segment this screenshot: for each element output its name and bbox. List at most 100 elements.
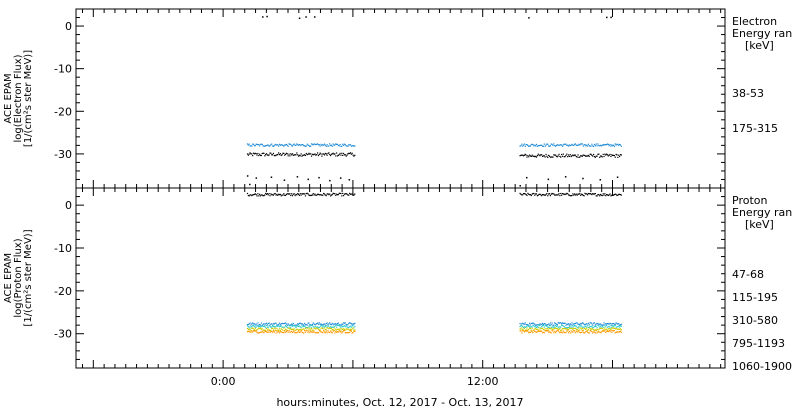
data-point <box>260 331 262 333</box>
data-point <box>247 323 249 326</box>
data-point <box>554 194 556 196</box>
data-point <box>535 326 537 328</box>
data-point <box>581 329 583 332</box>
data-point <box>572 327 574 329</box>
data-point <box>256 143 258 146</box>
data-point <box>294 332 296 334</box>
data-point <box>520 193 522 195</box>
data-point <box>564 176 567 178</box>
data-point <box>580 328 583 330</box>
data-point <box>619 328 622 330</box>
data-point <box>349 331 351 333</box>
data-point <box>534 144 536 146</box>
data-point <box>250 194 252 196</box>
data-point <box>601 324 603 326</box>
data-point <box>297 323 299 325</box>
data-point <box>619 330 622 332</box>
data-point <box>311 329 314 331</box>
data-point <box>345 323 347 326</box>
data-point <box>347 326 349 329</box>
data-point <box>327 145 329 147</box>
data-point <box>560 331 562 333</box>
data-point <box>278 330 280 332</box>
data-point <box>581 327 583 330</box>
data-point <box>537 329 539 331</box>
data-point <box>291 195 294 197</box>
data-point <box>596 323 598 325</box>
data-point <box>271 324 274 326</box>
data-point <box>334 332 336 334</box>
legend-entry: 115-195 <box>732 291 778 304</box>
data-point <box>339 324 341 326</box>
data-point <box>255 323 257 325</box>
data-point <box>297 328 299 331</box>
data-point <box>328 152 330 154</box>
data-point <box>612 330 615 332</box>
data-point <box>576 194 578 196</box>
legend-entry: 795-1193 <box>732 337 785 350</box>
data-point <box>582 177 584 180</box>
data-point <box>257 144 259 146</box>
data-point <box>337 328 339 330</box>
data-point <box>542 155 545 157</box>
data-point <box>526 156 528 158</box>
data-point <box>308 144 310 147</box>
data-point <box>583 144 585 146</box>
data-point <box>276 327 278 330</box>
data-point <box>328 145 330 147</box>
data-point <box>557 328 559 331</box>
data-point <box>332 192 334 194</box>
data-point <box>519 328 521 330</box>
data-point <box>521 323 523 325</box>
data-point <box>529 324 532 326</box>
data-point <box>331 326 333 328</box>
data-point <box>268 329 270 331</box>
data-point <box>312 322 314 324</box>
data-point <box>616 323 618 325</box>
data-point <box>287 323 289 325</box>
data-point <box>602 324 604 326</box>
data-point <box>611 324 613 326</box>
data-point <box>298 17 301 20</box>
data-point <box>589 145 591 147</box>
data-point <box>325 145 327 147</box>
data-point <box>579 323 581 325</box>
data-point <box>591 143 593 145</box>
data-point <box>337 331 339 333</box>
data-point <box>544 156 546 158</box>
data-point <box>573 154 576 156</box>
data-point <box>254 324 256 326</box>
data-point <box>587 326 590 329</box>
data-point <box>263 332 265 334</box>
data-point <box>342 192 344 195</box>
data-point <box>308 152 310 154</box>
data-point <box>544 330 546 332</box>
data-point <box>249 183 251 186</box>
data-point <box>295 332 297 334</box>
data-point <box>553 326 555 329</box>
data-point <box>273 325 275 328</box>
data-point <box>352 154 354 156</box>
data-point <box>273 145 275 147</box>
data-point <box>610 330 612 332</box>
data-point <box>247 154 249 156</box>
data-point <box>307 153 309 155</box>
data-point <box>352 331 354 334</box>
data-point <box>350 323 352 325</box>
data-point <box>351 332 353 334</box>
data-point <box>345 325 347 327</box>
data-point <box>563 328 565 330</box>
legend-entry: 47-68 <box>732 268 764 281</box>
data-point <box>609 331 611 333</box>
data-point <box>343 143 346 145</box>
data-point <box>555 194 558 196</box>
data-point <box>248 330 250 333</box>
data-point <box>577 329 579 331</box>
data-point <box>519 322 521 325</box>
data-point <box>278 332 281 334</box>
data-point <box>549 322 551 324</box>
data-point <box>613 325 616 327</box>
data-point <box>272 325 275 328</box>
data-point <box>553 328 555 330</box>
data-point <box>350 153 352 155</box>
